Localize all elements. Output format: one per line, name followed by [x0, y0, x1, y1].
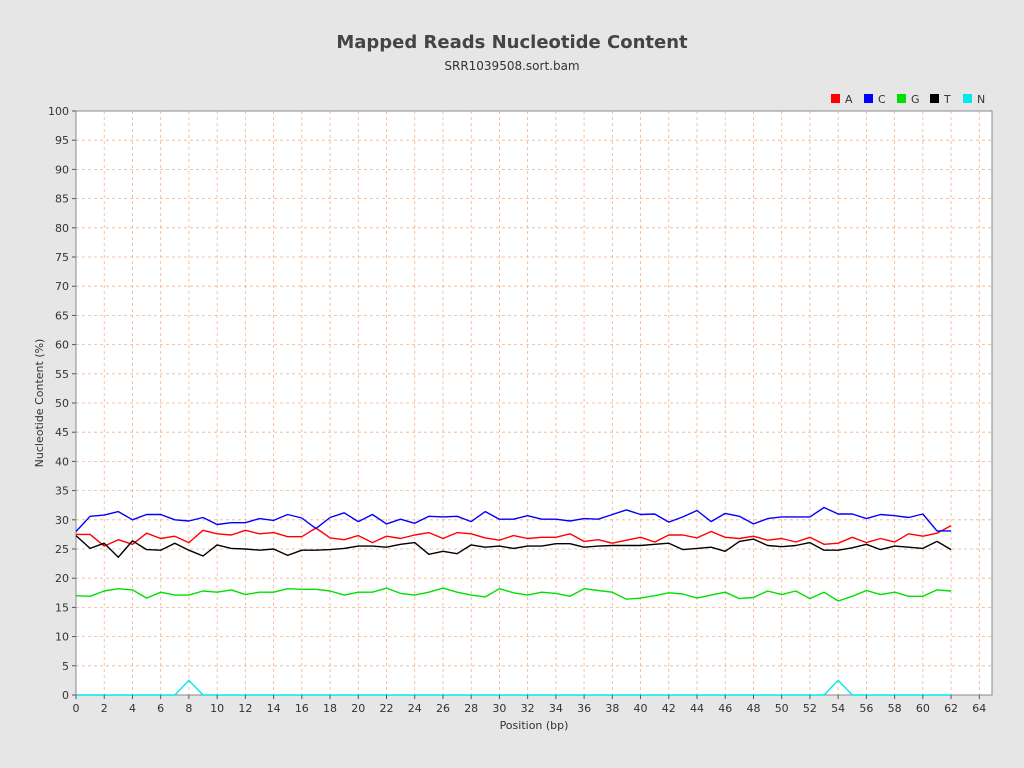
x-tick-label: 50 — [775, 702, 789, 715]
x-tick-label: 54 — [831, 702, 845, 715]
y-tick-label: 80 — [55, 222, 69, 235]
series-line-g — [75, 587, 952, 602]
chart-title: Mapped Reads Nucleotide Content — [336, 32, 688, 53]
legend-label-t: T — [943, 93, 951, 106]
x-tick-label: 0 — [73, 702, 80, 715]
legend-swatch-n — [963, 94, 972, 103]
x-axis-label: Position (bp) — [500, 719, 569, 732]
y-tick-label: 0 — [62, 689, 69, 702]
x-tick-label: 10 — [210, 702, 224, 715]
y-tick-label: 30 — [55, 514, 69, 527]
x-tick-label: 18 — [323, 702, 337, 715]
series-layer — [75, 506, 952, 696]
y-tick-label: 25 — [55, 543, 69, 556]
y-tick-label: 90 — [55, 163, 69, 176]
y-tick-label: 75 — [55, 251, 69, 264]
y-tick-label: 50 — [55, 397, 69, 410]
x-tick-label: 24 — [408, 702, 422, 715]
x-tick-label: 58 — [888, 702, 902, 715]
x-tick-label: 4 — [129, 702, 136, 715]
x-tick-label: 60 — [916, 702, 930, 715]
y-tick-label: 55 — [55, 368, 69, 381]
y-tick-label: 35 — [55, 485, 69, 498]
y-tick-label: 100 — [48, 105, 69, 118]
x-tick-label: 22 — [380, 702, 394, 715]
y-tick-label: 65 — [55, 309, 69, 322]
x-tick-label: 42 — [662, 702, 676, 715]
x-tick-label: 6 — [157, 702, 164, 715]
x-tick-label: 32 — [521, 702, 535, 715]
x-tick-label: 40 — [634, 702, 648, 715]
x-tick-label: 30 — [492, 702, 506, 715]
y-tick-label: 15 — [55, 601, 69, 614]
chart-subtitle: SRR1039508.sort.bam — [444, 59, 579, 73]
x-tick-label: 64 — [972, 702, 986, 715]
x-axis: 0 2 4 6 8 10 12 14 16 18 20 22 24 26 28 30 32 34 36 38 40 42 4… — [73, 695, 986, 715]
series-line-t — [75, 535, 952, 558]
x-tick-label: 26 — [436, 702, 450, 715]
x-tick-label: 20 — [351, 702, 365, 715]
y-axis-label: Nucleotide Content (%) — [33, 339, 46, 468]
x-tick-label: 34 — [549, 702, 563, 715]
y-tick-label: 20 — [55, 572, 69, 585]
y-axis: 0 5 10 15 20 25 30 35 40 45 50 55 60 65 70 75 80 85 90 95 10… — [48, 105, 76, 702]
x-tick-label: 8 — [185, 702, 192, 715]
x-tick-label: 48 — [746, 702, 760, 715]
y-tick-label: 10 — [55, 631, 69, 644]
y-tick-label: 60 — [55, 339, 69, 352]
legend-swatch-g — [897, 94, 906, 103]
y-tick-label: 40 — [55, 455, 69, 468]
y-tick-label: 95 — [55, 134, 69, 147]
legend-swatch-c — [864, 94, 873, 103]
series-line-n — [76, 679, 952, 696]
y-tick-label: 85 — [55, 193, 69, 206]
x-tick-label: 2 — [101, 702, 108, 715]
series-line-c — [75, 506, 952, 532]
y-tick-label: 5 — [62, 660, 69, 673]
legend-swatch-t — [930, 94, 939, 103]
x-tick-label: 14 — [267, 702, 281, 715]
legend-label-g: G — [911, 93, 920, 106]
x-tick-label: 56 — [859, 702, 873, 715]
x-tick-label: 46 — [718, 702, 732, 715]
x-tick-label: 52 — [803, 702, 817, 715]
legend-label-c: C — [878, 93, 886, 106]
x-tick-label: 44 — [690, 702, 704, 715]
legend-swatch-a — [831, 94, 840, 103]
y-tick-label: 70 — [55, 280, 69, 293]
x-tick-label: 36 — [577, 702, 591, 715]
series-line-a — [76, 524, 952, 547]
x-tick-label: 28 — [464, 702, 478, 715]
legend-label-a: A — [845, 93, 853, 106]
x-tick-label: 12 — [238, 702, 252, 715]
x-tick-label: 62 — [944, 702, 958, 715]
x-tick-label: 16 — [295, 702, 309, 715]
x-tick-label: 38 — [605, 702, 619, 715]
legend-label-n: N — [977, 93, 985, 106]
y-tick-label: 45 — [55, 426, 69, 439]
